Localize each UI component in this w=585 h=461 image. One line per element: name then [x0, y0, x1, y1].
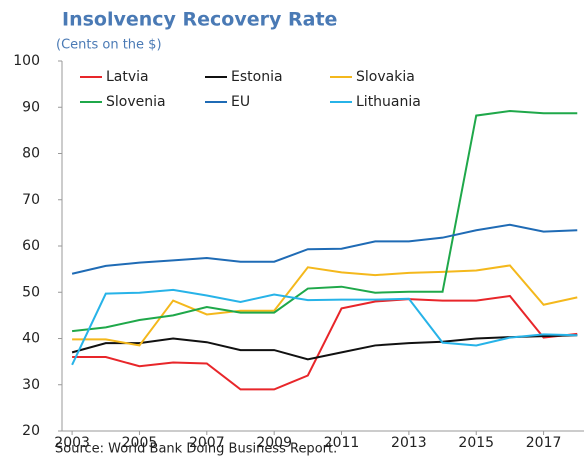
- legend-label: Estonia: [231, 69, 283, 85]
- y-tick-label: 100: [13, 53, 40, 69]
- y-tick-label: 70: [22, 192, 40, 208]
- y-tick-label: 90: [22, 99, 40, 115]
- chart-title: Insolvency Recovery Rate: [62, 9, 337, 31]
- x-tick-label: 2009: [256, 435, 292, 451]
- y-tick-label: 60: [22, 238, 40, 254]
- chart-subtitle: (Cents on the $): [56, 38, 162, 53]
- y-tick-label: 20: [22, 423, 40, 439]
- series-line: [72, 264, 578, 347]
- x-tick-label: 2011: [324, 435, 360, 451]
- x-tick-label: 2015: [458, 435, 494, 451]
- x-tick-label: 2005: [122, 435, 158, 451]
- x-tick-label: 2003: [54, 435, 90, 451]
- legend-label: Latvia: [106, 69, 149, 85]
- x-tick-label: 2013: [391, 435, 427, 451]
- series-line: [71, 334, 578, 361]
- legend-label: Slovenia: [106, 94, 166, 110]
- y-tick-label: 30: [22, 377, 40, 393]
- series-line: [72, 294, 578, 391]
- x-tick-label: 2017: [526, 435, 562, 451]
- series-line: [71, 223, 578, 275]
- legend-label: Slovakia: [356, 69, 415, 85]
- legend-label: EU: [231, 94, 250, 110]
- legend-label: Lithuania: [356, 94, 421, 110]
- y-tick-label: 80: [22, 146, 40, 162]
- series-line: [71, 109, 578, 333]
- x-tick-label: 2007: [189, 435, 225, 451]
- y-tick-label: 40: [22, 331, 40, 347]
- y-tick-label: 50: [22, 284, 40, 300]
- source-note: Source: World Bank Doing Business Report…: [55, 442, 337, 457]
- series-line: [71, 288, 578, 366]
